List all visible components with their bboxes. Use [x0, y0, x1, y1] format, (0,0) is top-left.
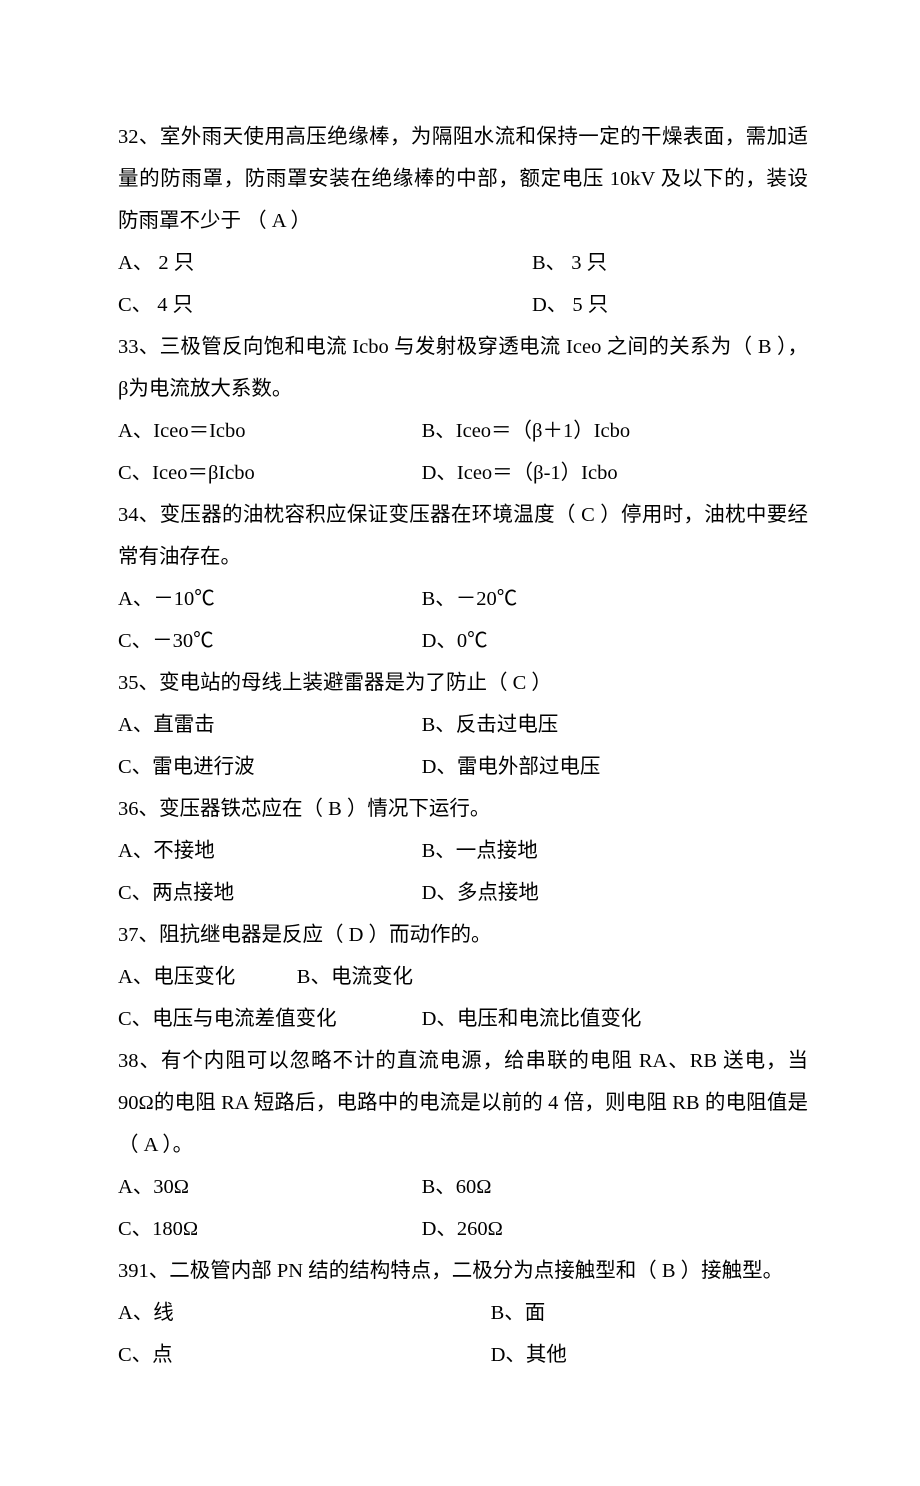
option-36-c: C、两点接地	[118, 872, 422, 914]
option-38-b: B、60Ω	[422, 1166, 808, 1208]
option-32-b: B、 3 只	[532, 242, 808, 284]
option-36-d: D、多点接地	[422, 872, 808, 914]
option-33-a: A、Iceo＝Icbo	[118, 410, 422, 452]
option-37-d: D、电压和电流比值变化	[422, 998, 808, 1040]
question-34-options: A、－10℃ B、－20℃ C、－30℃ D、0℃	[118, 578, 808, 662]
question-32-stem: 32、室外雨天使用高压绝缘棒，为隔阻水流和保持一定的干燥表面，需加适量的防雨罩，…	[118, 116, 808, 242]
option-39-c: C、点	[118, 1334, 491, 1376]
document-page: 32、室外雨天使用高压绝缘棒，为隔阻水流和保持一定的干燥表面，需加适量的防雨罩，…	[0, 0, 920, 1486]
question-39-stem: 391、二极管内部 PN 结的结构特点，二极分为点接触型和（ B ）接触型。	[118, 1250, 808, 1292]
option-33-d: D、Iceo＝（β-1）Icbo	[422, 452, 808, 494]
option-35-c: C、雷电进行波	[118, 746, 422, 788]
question-36-options: A、不接地 B、一点接地 C、两点接地 D、多点接地	[118, 830, 808, 914]
option-32-d: D、 5 只	[532, 284, 808, 326]
option-33-c: C、Iceo＝βIcbo	[118, 452, 422, 494]
option-38-a: A、30Ω	[118, 1166, 422, 1208]
option-39-d: D、其他	[491, 1334, 808, 1376]
option-37-row1: A、电压变化 B、电流变化	[118, 956, 808, 998]
option-36-b: B、一点接地	[422, 830, 808, 872]
option-33-b: B、Iceo＝（β＋1）Icbo	[422, 410, 808, 452]
option-34-a: A、－10℃	[118, 578, 422, 620]
option-37-c: C、电压与电流差值变化	[118, 998, 422, 1040]
option-34-d: D、0℃	[422, 620, 808, 662]
option-34-c: C、－30℃	[118, 620, 422, 662]
option-35-a: A、直雷击	[118, 704, 422, 746]
question-36-stem: 36、变压器铁芯应在（ B ）情况下运行。	[118, 788, 808, 830]
option-34-b: B、－20℃	[422, 578, 808, 620]
question-38-options: A、30Ω B、60Ω C、180Ω D、260Ω	[118, 1166, 808, 1250]
option-35-d: D、雷电外部过电压	[422, 746, 808, 788]
question-32-options: A、 2 只 B、 3 只 C、 4 只 D、 5 只	[118, 242, 808, 326]
question-33-options: A、Iceo＝Icbo B、Iceo＝（β＋1）Icbo C、Iceo＝βIcb…	[118, 410, 808, 494]
question-35-stem: 35、变电站的母线上装避雷器是为了防止（ C ）	[118, 662, 808, 704]
option-39-a: A、线	[118, 1292, 491, 1334]
question-33-stem: 33、三极管反向饱和电流 Icbo 与发射极穿透电流 Iceo 之间的关系为（ …	[118, 326, 808, 410]
option-36-a: A、不接地	[118, 830, 422, 872]
option-38-c: C、180Ω	[118, 1208, 422, 1250]
option-39-b: B、面	[491, 1292, 808, 1334]
question-38-stem: 38、有个内阻可以忽略不计的直流电源，给串联的电阻 RA、RB 送电，当 90Ω…	[118, 1040, 808, 1166]
question-35-options: A、直雷击 B、反击过电压 C、雷电进行波 D、雷电外部过电压	[118, 704, 808, 788]
question-34-stem: 34、变压器的油枕容积应保证变压器在环境温度（ C ）停用时，油枕中要经常有油存…	[118, 494, 808, 578]
option-32-a: A、 2 只	[118, 242, 532, 284]
question-37-stem: 37、阻抗继电器是反应（ D ）而动作的。	[118, 914, 808, 956]
question-39-options: A、线 B、面 C、点 D、其他	[118, 1292, 808, 1376]
option-35-b: B、反击过电压	[422, 704, 808, 746]
option-38-d: D、260Ω	[422, 1208, 808, 1250]
question-37-options: A、电压变化 B、电流变化 C、电压与电流差值变化 D、电压和电流比值变化	[118, 956, 808, 1040]
option-32-c: C、 4 只	[118, 284, 532, 326]
